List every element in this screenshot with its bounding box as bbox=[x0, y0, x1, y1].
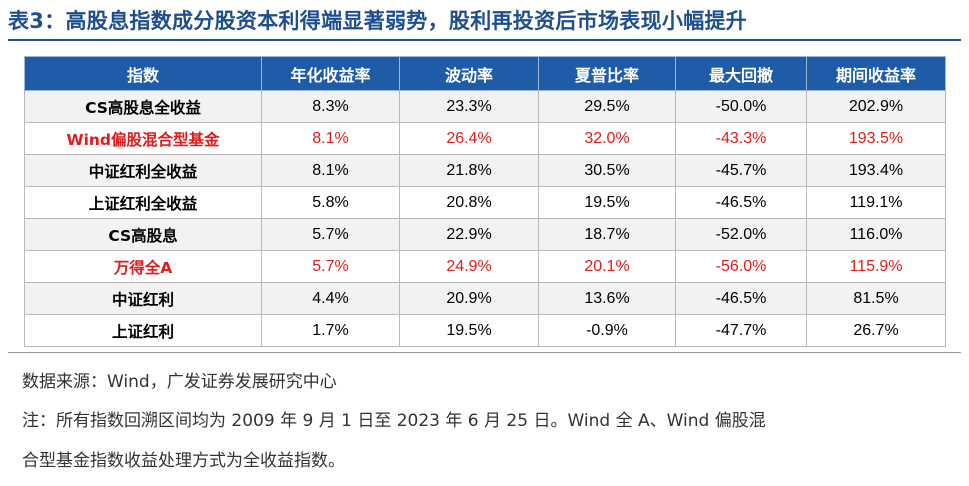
cell-period-return: 202.9% bbox=[806, 90, 946, 123]
cell-index-name: 上证红利全收益 bbox=[24, 186, 262, 219]
data-source: 数据来源：Wind，广发证券发展研究中心 bbox=[22, 372, 337, 392]
cell-period-return: 116.0% bbox=[806, 218, 946, 251]
cell-volatility: 21.8% bbox=[399, 154, 539, 187]
table-row: 上证红利 1.7% 19.5% -0.9% -47.7% 26.7% bbox=[24, 314, 946, 347]
header-volatility: 波动率 bbox=[399, 56, 539, 91]
cell-sharpe-ratio: 18.7% bbox=[538, 218, 676, 251]
cell-period-return: 193.5% bbox=[806, 122, 946, 155]
cell-index-name: CS高股息 bbox=[24, 218, 262, 251]
cell-index-name: 上证红利 bbox=[24, 314, 262, 347]
cell-index-name: Wind偏股混合型基金 bbox=[24, 122, 262, 155]
cell-volatility: 26.4% bbox=[399, 122, 539, 155]
cell-max-drawdown: -43.3% bbox=[675, 122, 807, 155]
cell-annualized-return: 1.7% bbox=[261, 314, 400, 347]
cell-sharpe-ratio: 30.5% bbox=[538, 154, 676, 187]
table-row: CS高股息 5.7% 22.9% 18.7% -52.0% 116.0% bbox=[24, 218, 946, 251]
table-title: 表3：高股息指数成分股资本利得端显著弱势，股利再投资后市场表现小幅提升 bbox=[8, 9, 748, 33]
table-row: 上证红利全收益 5.8% 20.8% 19.5% -46.5% 119.1% bbox=[24, 186, 946, 219]
cell-sharpe-ratio: -0.9% bbox=[538, 314, 676, 347]
table-row: 万得全A 5.7% 24.9% 20.1% -56.0% 115.9% bbox=[24, 250, 946, 283]
cell-annualized-return: 4.4% bbox=[261, 282, 400, 315]
cell-annualized-return: 8.1% bbox=[261, 122, 400, 155]
cell-period-return: 193.4% bbox=[806, 154, 946, 187]
cell-volatility: 20.8% bbox=[399, 186, 539, 219]
cell-volatility: 22.9% bbox=[399, 218, 539, 251]
table-row: Wind偏股混合型基金 8.1% 26.4% 32.0% -43.3% 193.5% bbox=[24, 122, 946, 155]
cell-index-name: 中证红利全收益 bbox=[24, 154, 262, 187]
note-line-2: 合型基金指数收益处理方式为全收益指数。 bbox=[22, 451, 345, 471]
cell-max-drawdown: -56.0% bbox=[675, 250, 807, 283]
header-annualized-return: 年化收益率 bbox=[261, 56, 400, 91]
header-max-drawdown: 最大回撤 bbox=[675, 56, 807, 91]
cell-sharpe-ratio: 13.6% bbox=[538, 282, 676, 315]
cell-annualized-return: 5.7% bbox=[261, 218, 400, 251]
header-period-return: 期间收益率 bbox=[806, 56, 946, 91]
table-row: CS高股息全收益 8.3% 23.3% 29.5% -50.0% 202.9% bbox=[24, 90, 946, 123]
table-header-row: 指数 年化收益率 波动率 夏普比率 最大回撤 期间收益率 bbox=[24, 56, 946, 91]
cell-max-drawdown: -46.5% bbox=[675, 186, 807, 219]
cell-annualized-return: 8.3% bbox=[261, 90, 400, 123]
cell-period-return: 26.7% bbox=[806, 314, 946, 347]
cell-period-return: 115.9% bbox=[806, 250, 946, 283]
cell-index-name: 万得全A bbox=[24, 250, 262, 283]
cell-sharpe-ratio: 19.5% bbox=[538, 186, 676, 219]
cell-period-return: 119.1% bbox=[806, 186, 946, 219]
title-divider bbox=[8, 39, 961, 41]
cell-max-drawdown: -46.5% bbox=[675, 282, 807, 315]
cell-annualized-return: 8.1% bbox=[261, 154, 400, 187]
cell-volatility: 19.5% bbox=[399, 314, 539, 347]
cell-max-drawdown: -47.7% bbox=[675, 314, 807, 347]
index-performance-table: 指数 年化收益率 波动率 夏普比率 最大回撤 期间收益率 CS高股息全收益 8.3… bbox=[24, 56, 946, 347]
cell-annualized-return: 5.7% bbox=[261, 250, 400, 283]
cell-max-drawdown: -52.0% bbox=[675, 218, 807, 251]
cell-max-drawdown: -45.7% bbox=[675, 154, 807, 187]
header-index: 指数 bbox=[24, 56, 262, 91]
cell-period-return: 81.5% bbox=[806, 282, 946, 315]
cell-volatility: 24.9% bbox=[399, 250, 539, 283]
table-row: 中证红利全收益 8.1% 21.8% 30.5% -45.7% 193.4% bbox=[24, 154, 946, 187]
table-row: 中证红利 4.4% 20.9% 13.6% -46.5% 81.5% bbox=[24, 282, 946, 315]
cell-volatility: 20.9% bbox=[399, 282, 539, 315]
cell-index-name: CS高股息全收益 bbox=[24, 90, 262, 123]
cell-index-name: 中证红利 bbox=[24, 282, 262, 315]
bottom-divider bbox=[8, 352, 961, 353]
cell-annualized-return: 5.8% bbox=[261, 186, 400, 219]
cell-sharpe-ratio: 20.1% bbox=[538, 250, 676, 283]
cell-max-drawdown: -50.0% bbox=[675, 90, 807, 123]
cell-sharpe-ratio: 29.5% bbox=[538, 90, 676, 123]
note-line-1: 注：所有指数回溯区间均为 2009 年 9 月 1 日至 2023 年 6 月 … bbox=[22, 411, 766, 431]
header-sharpe-ratio: 夏普比率 bbox=[538, 56, 676, 91]
cell-sharpe-ratio: 32.0% bbox=[538, 122, 676, 155]
cell-volatility: 23.3% bbox=[399, 90, 539, 123]
